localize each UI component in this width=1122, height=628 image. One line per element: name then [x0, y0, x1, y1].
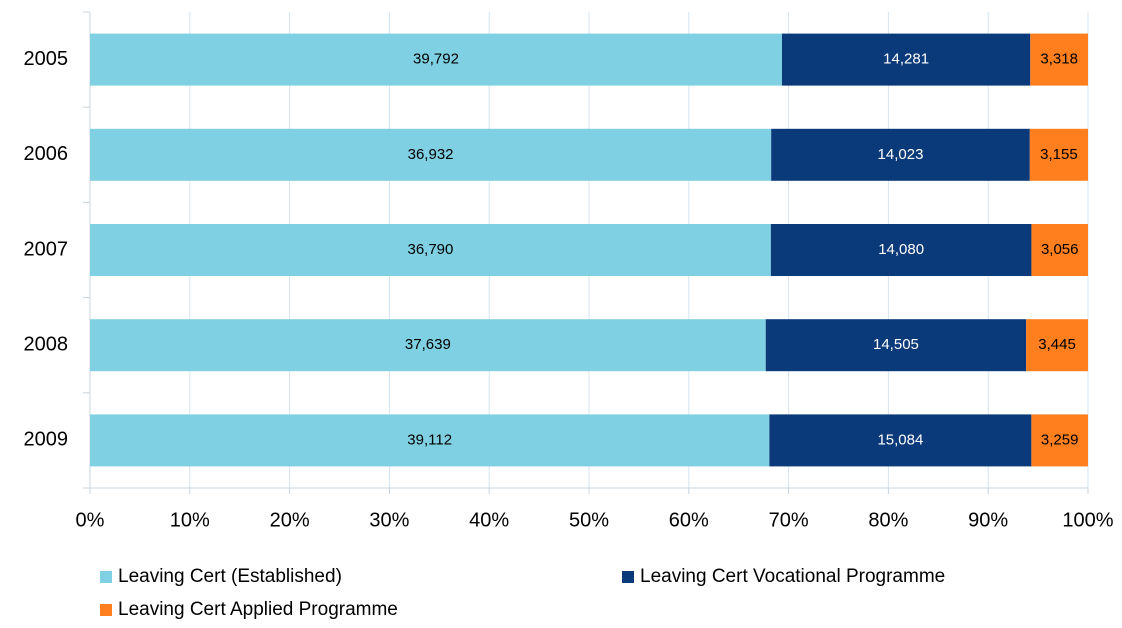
y-tick-label: 2006: [24, 143, 69, 165]
x-tick-label: 40%: [469, 509, 509, 531]
bar-segment: [1029, 128, 1088, 181]
bar-segment: [90, 414, 770, 467]
data-label: 14,023: [878, 146, 924, 163]
x-tick-label: 10%: [170, 509, 210, 531]
data-label: 3,155: [1040, 146, 1078, 163]
bar-segment: [90, 319, 766, 372]
bar-segment: [769, 414, 1032, 467]
data-label: 39,792: [413, 51, 459, 68]
bar-segment: [90, 33, 782, 86]
bar-segment: [770, 224, 1032, 276]
data-label: 37,639: [405, 336, 451, 353]
legend-swatch: [100, 571, 112, 583]
x-tick-label: 70%: [769, 509, 809, 531]
data-label: 15,084: [877, 431, 923, 448]
bar-segment: [1026, 319, 1088, 372]
x-tick-label: 90%: [968, 509, 1008, 531]
bar-segment: [1031, 414, 1088, 467]
legend-label: Leaving Cert Vocational Programme: [640, 566, 945, 587]
bar-segment: [765, 319, 1027, 372]
bar-segment: [90, 224, 771, 276]
data-label: 14,505: [873, 336, 919, 353]
legend-label: Leaving Cert (Established): [118, 566, 342, 587]
x-tick-label: 60%: [669, 509, 709, 531]
y-tick-label: 2005: [24, 48, 69, 70]
x-tick-label: 50%: [569, 509, 609, 531]
data-label: 3,259: [1041, 431, 1079, 448]
data-label: 14,281: [883, 51, 929, 68]
legend-label: Leaving Cert Applied Programme: [118, 599, 398, 620]
y-tick-label: 2009: [24, 429, 69, 451]
x-tick-label: 30%: [369, 509, 409, 531]
x-tick-label: 80%: [868, 509, 908, 531]
bar-segment: [781, 33, 1031, 86]
data-label: 14,080: [878, 241, 924, 258]
bar-segment: [90, 128, 772, 181]
bar-segment: [1030, 33, 1088, 86]
data-label: 36,932: [408, 146, 454, 163]
data-label: 39,112: [407, 431, 452, 448]
bar-segment: [771, 128, 1030, 181]
legend-swatch: [100, 604, 112, 616]
bar-segment: [1031, 224, 1088, 276]
data-label: 3,318: [1040, 51, 1078, 68]
x-tick-label: 20%: [270, 509, 310, 531]
legend-swatch: [622, 571, 634, 583]
data-label: 3,445: [1038, 336, 1076, 353]
data-label: 36,790: [407, 241, 453, 258]
y-tick-label: 2008: [24, 333, 69, 355]
x-tick-label: 100%: [1062, 509, 1113, 531]
y-tick-label: 2007: [24, 238, 69, 260]
data-label: 3,056: [1041, 241, 1079, 258]
x-tick-label: 0%: [76, 509, 105, 531]
